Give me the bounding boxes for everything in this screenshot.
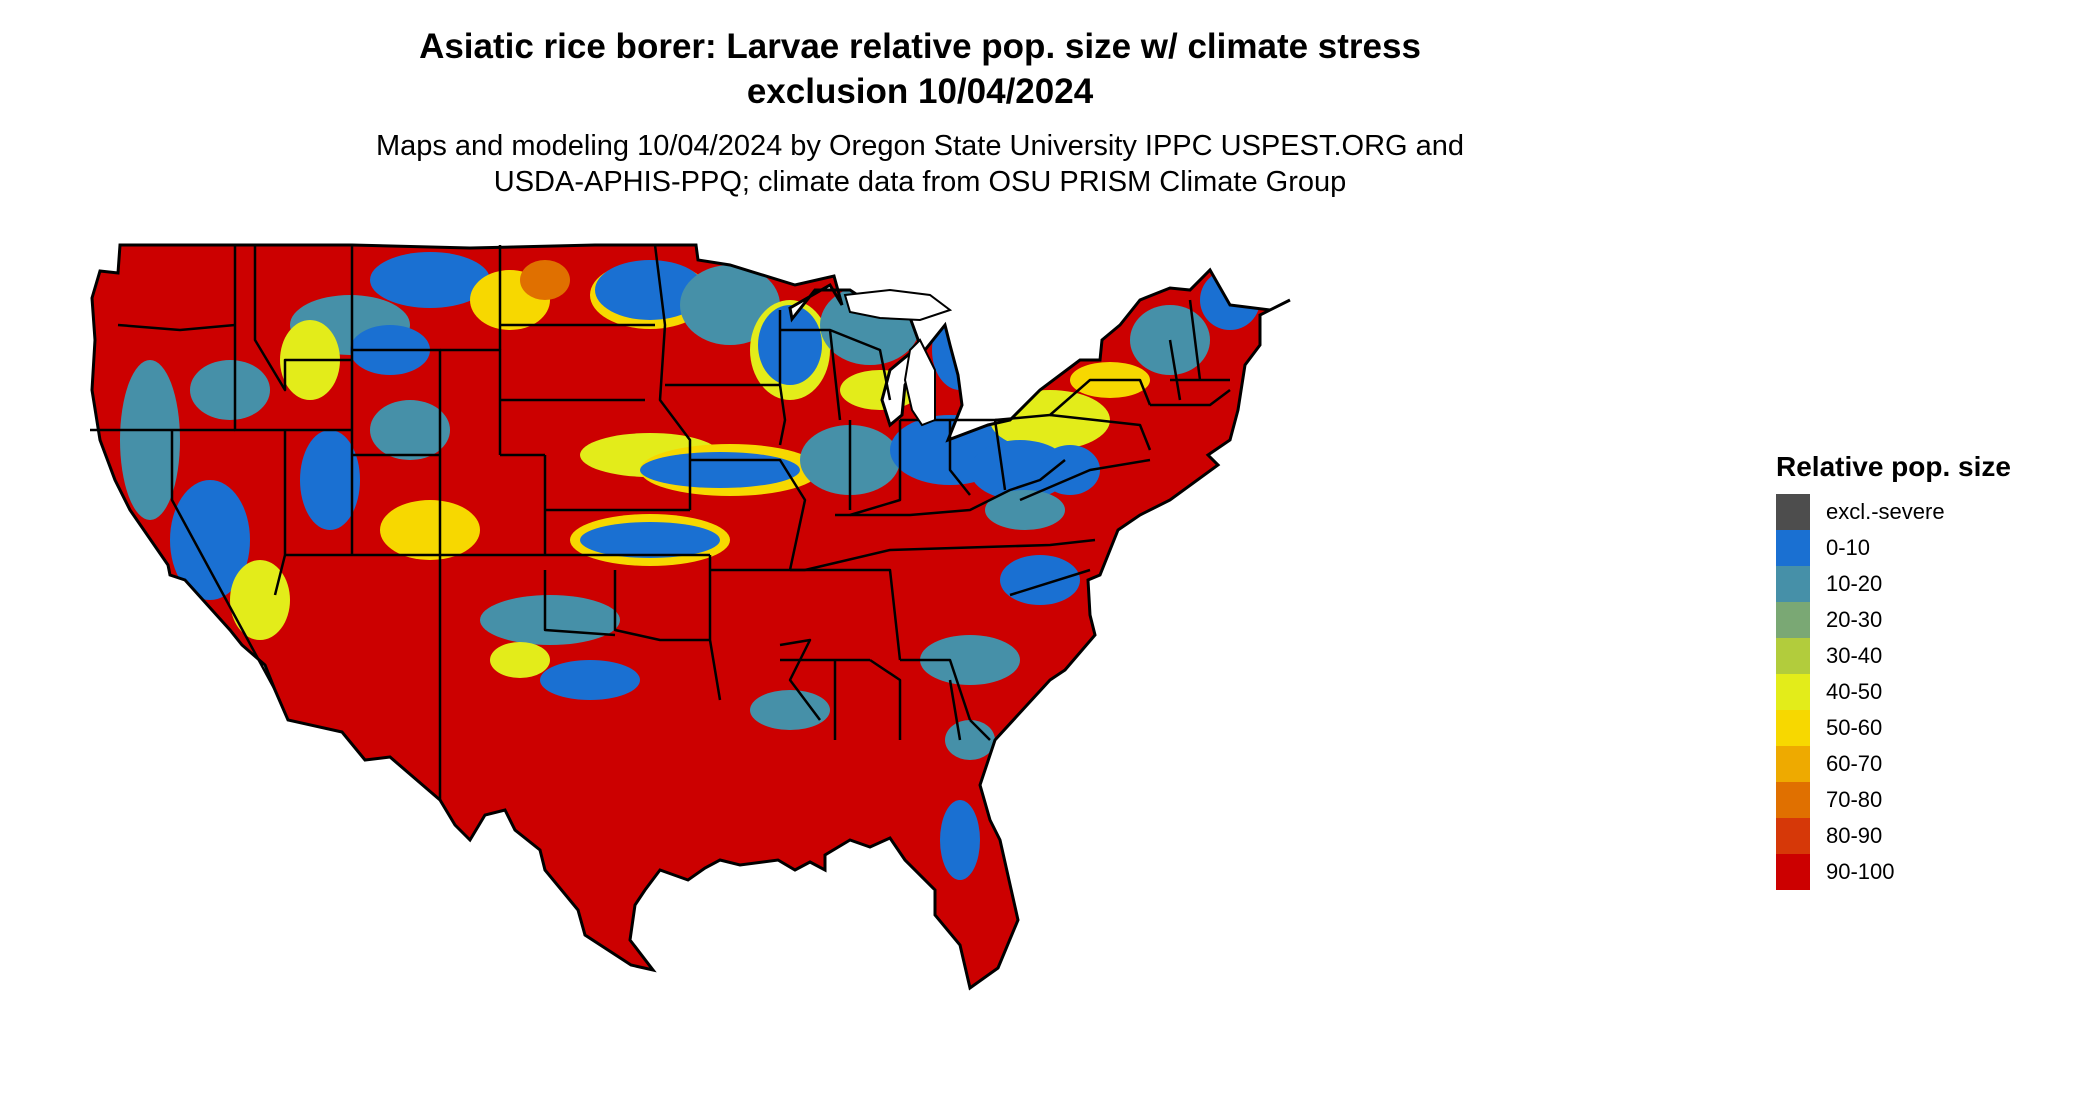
us-map-svg	[90, 243, 1292, 990]
legend-label: excl.-severe	[1826, 499, 1945, 524]
legend-swatch	[1776, 566, 1810, 602]
low-pop-region	[370, 252, 490, 308]
legend-item: 0-10	[1776, 530, 2076, 566]
legend-item: 40-50	[1776, 674, 2076, 710]
low-pop-region	[230, 560, 290, 640]
state-border	[1049, 413, 1152, 451]
state-border	[790, 568, 902, 661]
low-pop-region	[640, 452, 800, 488]
low-pop-region	[380, 500, 480, 560]
state-border	[690, 458, 807, 571]
lake-superior	[843, 288, 953, 322]
legend-label: 0-10	[1826, 535, 1871, 560]
map-title-line-2: exclusion 10/04/2024	[746, 72, 1094, 111]
legend-item: 60-70	[1776, 746, 2076, 782]
legend-item: 30-40	[1776, 638, 2076, 674]
legend-swatch	[1776, 602, 1810, 638]
low-pop-region	[680, 265, 780, 345]
legend-swatch	[1776, 494, 1810, 530]
state-border	[993, 419, 1007, 491]
lake-michigan	[903, 338, 936, 427]
low-pop-region	[370, 400, 450, 460]
legend-item: 70-80	[1776, 782, 2076, 818]
legend-label: 40-50	[1826, 679, 1883, 704]
legend-label: 80-90	[1826, 823, 1883, 848]
state-border	[117, 323, 236, 332]
low-pop-region	[120, 360, 180, 520]
state-border	[1168, 339, 1182, 401]
state-border	[994, 378, 1152, 422]
us-map	[90, 240, 1750, 1120]
state-border	[613, 570, 710, 642]
low-pop-region	[190, 360, 270, 420]
state-border	[653, 244, 692, 510]
legend-label: 20-30	[1826, 607, 1883, 632]
legend-item: excl.-severe	[1776, 494, 2076, 530]
state-border	[170, 430, 277, 691]
legend-label: 60-70	[1826, 751, 1883, 776]
state-border	[969, 719, 991, 741]
state-borders	[90, 244, 1231, 800]
low-pop-region	[758, 305, 822, 385]
state-border	[849, 420, 902, 517]
state-border	[1019, 458, 1151, 502]
state-border	[804, 538, 1096, 572]
low-pop-region	[1000, 555, 1080, 605]
low-pop-region	[480, 595, 620, 645]
low-pop-region	[170, 480, 250, 600]
low-pop-region	[595, 260, 705, 320]
map-subtitle-line-2: USDA-APHIS-PPQ; climate data from OSU PR…	[493, 166, 1347, 198]
low-pop-region	[970, 440, 1070, 500]
state-border	[708, 555, 722, 701]
legend-label: 90-100	[1826, 859, 1895, 884]
low-pop-region	[1200, 270, 1260, 330]
legend-label: 30-40	[1826, 643, 1883, 668]
state-border	[1150, 389, 1231, 407]
low-pop-region	[520, 260, 570, 300]
map-title-line-1: Asiatic rice borer: Larvae relative pop.…	[419, 27, 1421, 66]
state-border	[233, 415, 352, 432]
low-pop-region	[945, 720, 995, 760]
legend-swatch	[1776, 854, 1810, 890]
legend-swatch	[1776, 674, 1810, 710]
legend-swatch	[1776, 530, 1810, 566]
low-pop-region	[540, 660, 640, 700]
legend-item: 10-20	[1776, 566, 2076, 602]
state-border	[1188, 299, 1202, 381]
legend-swatch	[1776, 818, 1810, 854]
low-pop-region	[300, 430, 360, 530]
legend-swatch	[1776, 746, 1810, 782]
legend-item: 90-100	[1776, 854, 2076, 890]
state-border	[900, 658, 972, 721]
legend-swatch	[1776, 710, 1810, 746]
legend-items: excl.-severe 0-10 10-20 20-30 30-40 40-50 50-6…	[1776, 494, 2076, 890]
legend-label: 50-60	[1826, 715, 1883, 740]
state-border	[253, 245, 352, 392]
state-border	[1009, 568, 1091, 597]
state-border	[948, 679, 962, 741]
state-border	[543, 570, 616, 637]
legend-label: 70-80	[1826, 787, 1883, 812]
legend-item: 80-90	[1776, 818, 2076, 854]
low-pop-region	[932, 310, 988, 390]
low-pop-region	[985, 490, 1065, 530]
low-pop-region	[920, 635, 1020, 685]
low-pop-region	[490, 642, 550, 678]
low-pop-region	[580, 522, 720, 558]
map-subtitle-line-1: Maps and modeling 10/04/2024 by Oregon S…	[375, 130, 1465, 162]
state-border	[778, 384, 787, 446]
low-pop-region	[940, 800, 980, 880]
state-border	[835, 459, 1066, 517]
low-pop-region	[750, 690, 830, 730]
legend-item: 20-30	[1776, 602, 2076, 638]
legend: Relative pop. size excl.-severe 0-10 10-20…	[1776, 450, 2076, 890]
low-pop-region	[1040, 445, 1100, 495]
legend-title: Relative pop. size	[1776, 451, 2011, 482]
legend-item: 50-60	[1776, 710, 2076, 746]
state-border	[869, 658, 902, 740]
legend-swatch	[1776, 782, 1810, 818]
legend-swatch	[1776, 638, 1810, 674]
legend-label: 10-20	[1826, 571, 1883, 596]
